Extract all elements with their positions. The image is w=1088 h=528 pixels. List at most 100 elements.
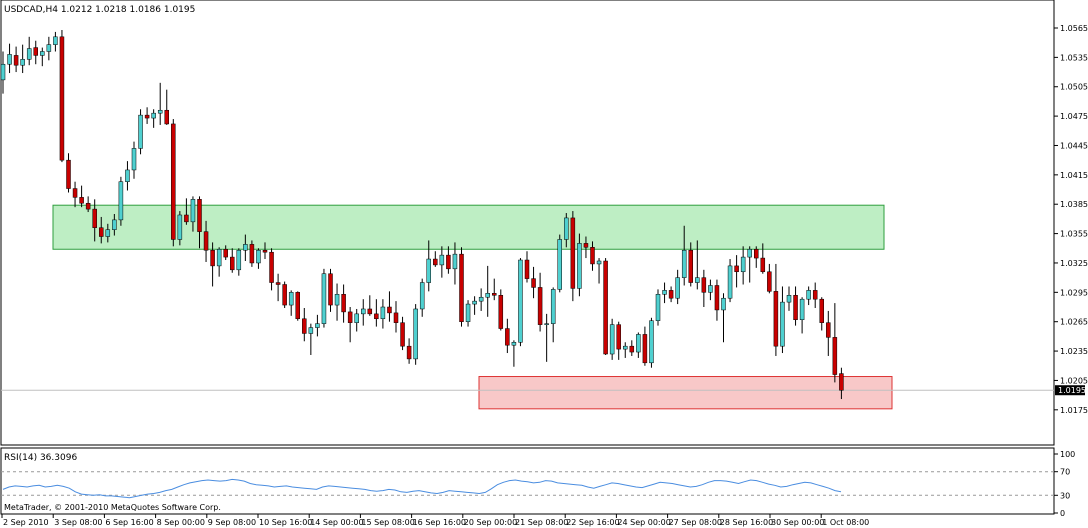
candle [550,287,556,343]
rsi-tick-label: 100 [1060,450,1075,459]
bear-candle-body [275,282,281,285]
bull-candle-body [138,114,143,149]
bull-candle-body [655,294,661,321]
candle [33,40,38,65]
bear-candle-body [583,243,589,248]
bear-candle-body [66,159,71,189]
time-tick-label: 10 Sep 16:00 [259,518,312,527]
candle [184,198,189,225]
time-tick-label: 22 Sep 16:00 [566,518,619,527]
time-tick-label: 27 Sep 08:00 [669,518,722,527]
support-zone [478,376,893,410]
bull-candle-body [485,293,490,298]
rsi-line [2,478,842,499]
time-tick-label: 8 Sep 00:00 [157,518,205,527]
candle [564,213,569,248]
candle [485,265,490,317]
candle [629,340,635,356]
bear-candle-body [819,298,824,323]
bull-candle-body [46,44,52,52]
candle [151,109,156,128]
bear-candle-body [570,217,576,289]
price-tick-label: 1.0265 [1060,318,1088,327]
bull-candle-body [20,59,25,66]
price-tick-label: 1.0535 [1060,53,1088,62]
time-tick-label: 16 Sep 16:00 [413,518,466,527]
candle [197,196,202,249]
candle [7,43,12,74]
candle [406,338,412,364]
candle [400,316,405,351]
time-tick-label: 3 Sep 08:00 [54,518,102,527]
bear-candle-body [230,256,235,271]
bull-candle-body [131,148,137,171]
candle [472,296,477,315]
rsi-axis: 100 70 30 0 [1054,450,1075,518]
bear-candle-body [249,244,255,264]
candle [20,44,25,74]
candle [53,31,58,52]
bear-candle-body [688,249,693,283]
bear-candle-body [734,265,739,273]
candle [302,307,307,342]
candle [688,242,693,287]
candle [623,342,628,358]
bear-candle-body [223,249,228,258]
bear-candle-body [668,290,674,299]
bear-candle-body [59,36,65,161]
bull-candle-body [7,54,12,65]
candle [826,310,831,356]
bull-candle-body [315,323,320,328]
candle [328,268,333,312]
bull-candle-body [577,243,582,289]
price-tick-label: 1.0475 [1060,112,1088,121]
candle [269,248,274,291]
candle [236,248,242,276]
bull-candle-body [609,324,615,355]
candle [616,321,621,360]
candle [262,242,268,260]
candle [190,196,196,232]
current-price-marker: 1.0195 [1055,385,1086,396]
bear-candle-body [79,197,84,204]
main-chart-frame [0,0,1055,446]
bear-candle-body [760,257,766,273]
rsi-tick-label: 30 [1060,491,1070,500]
bear-candle-body [184,214,189,223]
price-tick-label: 1.0175 [1060,406,1088,415]
bear-candle-body [347,311,353,323]
bear-candle-body [203,231,209,251]
bull-candle-body [452,253,458,270]
bull-candle-body [216,249,222,267]
candle [125,161,130,191]
candle [492,278,497,301]
price-tick-label: 1.0235 [1060,347,1088,356]
candle [465,300,471,327]
candle [347,307,353,343]
time-tick-label: 2 Sep 2010 [3,518,49,527]
candle [105,223,111,243]
candle [524,251,530,283]
bull-candle-body [190,199,196,223]
candle [92,199,97,242]
rsi-label: RSI(14) 36.3096 [4,453,77,463]
candle [531,266,536,299]
time-tick-label: 15 Sep 08:00 [361,518,414,527]
bear-candle-body [295,292,300,320]
bull-candle-body [426,258,431,283]
bull-candle-body [681,249,687,278]
price-axis[interactable]: 1.0565 1.0535 1.0505 1.0475 1.0445 1.0415 1.03… [1054,24,1088,415]
candle [426,240,431,292]
bear-candle-body [367,308,373,315]
time-tick-label: 24 Sep 00:00 [617,518,670,527]
candle [812,282,818,308]
bear-candle-body [302,318,307,334]
candle [131,141,137,179]
candle [249,240,255,267]
candle [767,263,772,294]
bear-candle-body [642,334,648,364]
bear-candle-body [393,312,399,323]
time-axis[interactable]: 2 Sep 2010 3 Sep 08:00 6 Sep 16:00 8 Sep 00… [1,514,869,527]
bull-candle-body [596,260,602,265]
